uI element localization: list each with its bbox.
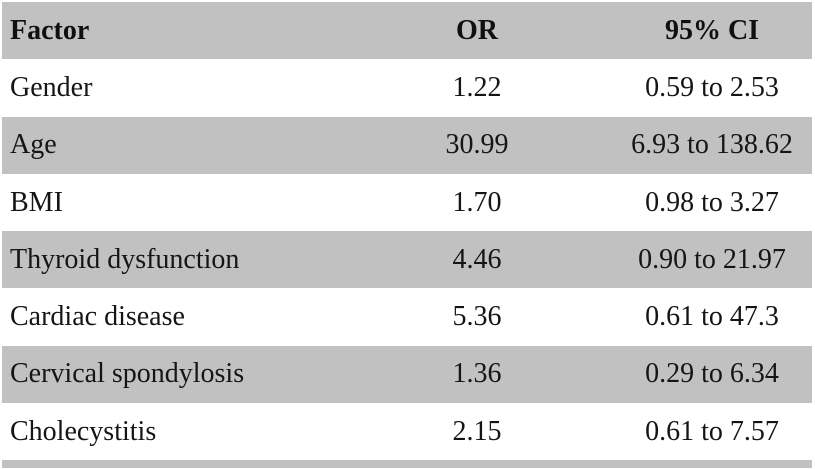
or-cell: 1.36: [452, 358, 502, 390]
table-row-cardiac-disease: Cardiac disease 5.36 0.61 to 47.3: [2, 288, 812, 346]
ci-cell: 0.61 to 7.57: [645, 415, 779, 447]
ci-cell: 0.61 to 47.3: [645, 301, 779, 333]
factor-cell: Cervical spondylosis: [10, 358, 245, 390]
table-bottom-edge-strip: [2, 460, 812, 469]
ci-cell: 0.29 to 6.34: [645, 358, 779, 390]
factor-cell: Cholecystitis: [10, 415, 157, 447]
table-row-thyroid-dysfunction: Thyroid dysfunction 4.46 0.90 to 21.97: [2, 231, 812, 289]
factor-cell: Age: [10, 129, 57, 161]
table-row-bmi: BMI 1.70 0.98 to 3.27: [2, 173, 812, 232]
ci-cell: 0.59 to 2.53: [645, 71, 779, 103]
table-row-gender: Gender 1.22 0.59 to 2.53: [2, 59, 812, 117]
or-cell: 2.15: [452, 415, 502, 447]
ci-cell: 0.98 to 3.27: [645, 186, 779, 218]
column-header-ci: 95% CI: [664, 14, 760, 46]
ci-cell: 0.90 to 21.97: [638, 243, 786, 275]
factor-cell: Thyroid dysfunction: [10, 243, 240, 275]
column-header-or: OR: [456, 14, 498, 46]
or-cell: 1.70: [452, 186, 502, 218]
table-row-cervical-spondylosis: Cervical spondylosis 1.36 0.29 to 6.34: [2, 345, 812, 404]
or-cell: 5.36: [452, 301, 502, 333]
column-header-factor: Factor: [10, 14, 90, 46]
or-cell: 30.99: [445, 129, 509, 161]
table-header-row: Factor OR 95% CI: [2, 2, 812, 60]
factor-cell: Cardiac disease: [10, 301, 185, 333]
factor-cell: Gender: [10, 71, 93, 103]
or-cell: 4.46: [452, 243, 502, 275]
table-row-cholecystitis: Cholecystitis 2.15 0.61 to 7.57: [2, 403, 812, 461]
ci-cell: 6.93 to 138.62: [631, 129, 793, 161]
or-cell: 1.22: [452, 71, 502, 103]
table-row-age: Age 30.99 6.93 to 138.62: [2, 116, 812, 174]
factor-cell: BMI: [10, 186, 63, 218]
